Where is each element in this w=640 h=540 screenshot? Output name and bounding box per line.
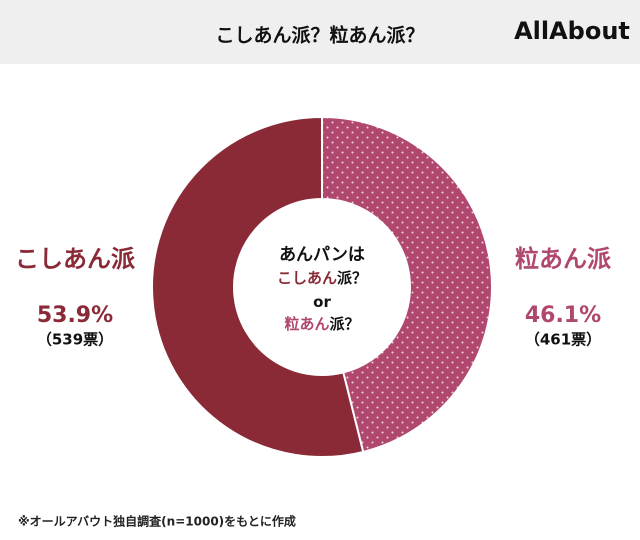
- vote-label: （539票）: [37, 331, 113, 349]
- value-label: 53.9%: [37, 303, 113, 328]
- center-text-part: こしあん: [277, 269, 337, 287]
- vote-label: （461票）: [525, 331, 601, 349]
- donut-slice: [321, 115, 494, 454]
- chart-title: こしあん派？粒あん派？: [215, 24, 424, 47]
- center-text-part: あんパンは: [279, 245, 365, 265]
- center-text: or: [313, 293, 331, 311]
- header-band: [0, 0, 640, 64]
- center-text-part: 派？: [337, 269, 367, 287]
- center-text: こしあん派？: [277, 269, 367, 287]
- center-text-part: 粒あん: [284, 315, 329, 333]
- footnote: ※オールアバウト独自調査(n=1000)をもとに作成: [18, 514, 296, 529]
- center-text: 粒あん派？: [284, 315, 359, 333]
- value-label: 46.1%: [525, 303, 601, 328]
- category-label: こしあん派: [15, 245, 135, 273]
- center-text-part: or: [313, 293, 331, 311]
- donut: [151, 115, 494, 458]
- donut-slice: [151, 115, 365, 458]
- center-text: あんパンは: [279, 245, 365, 265]
- center-text-part: 派？: [330, 315, 360, 333]
- logo: AllAbout: [514, 17, 630, 45]
- category-label: 粒あん派: [515, 245, 611, 273]
